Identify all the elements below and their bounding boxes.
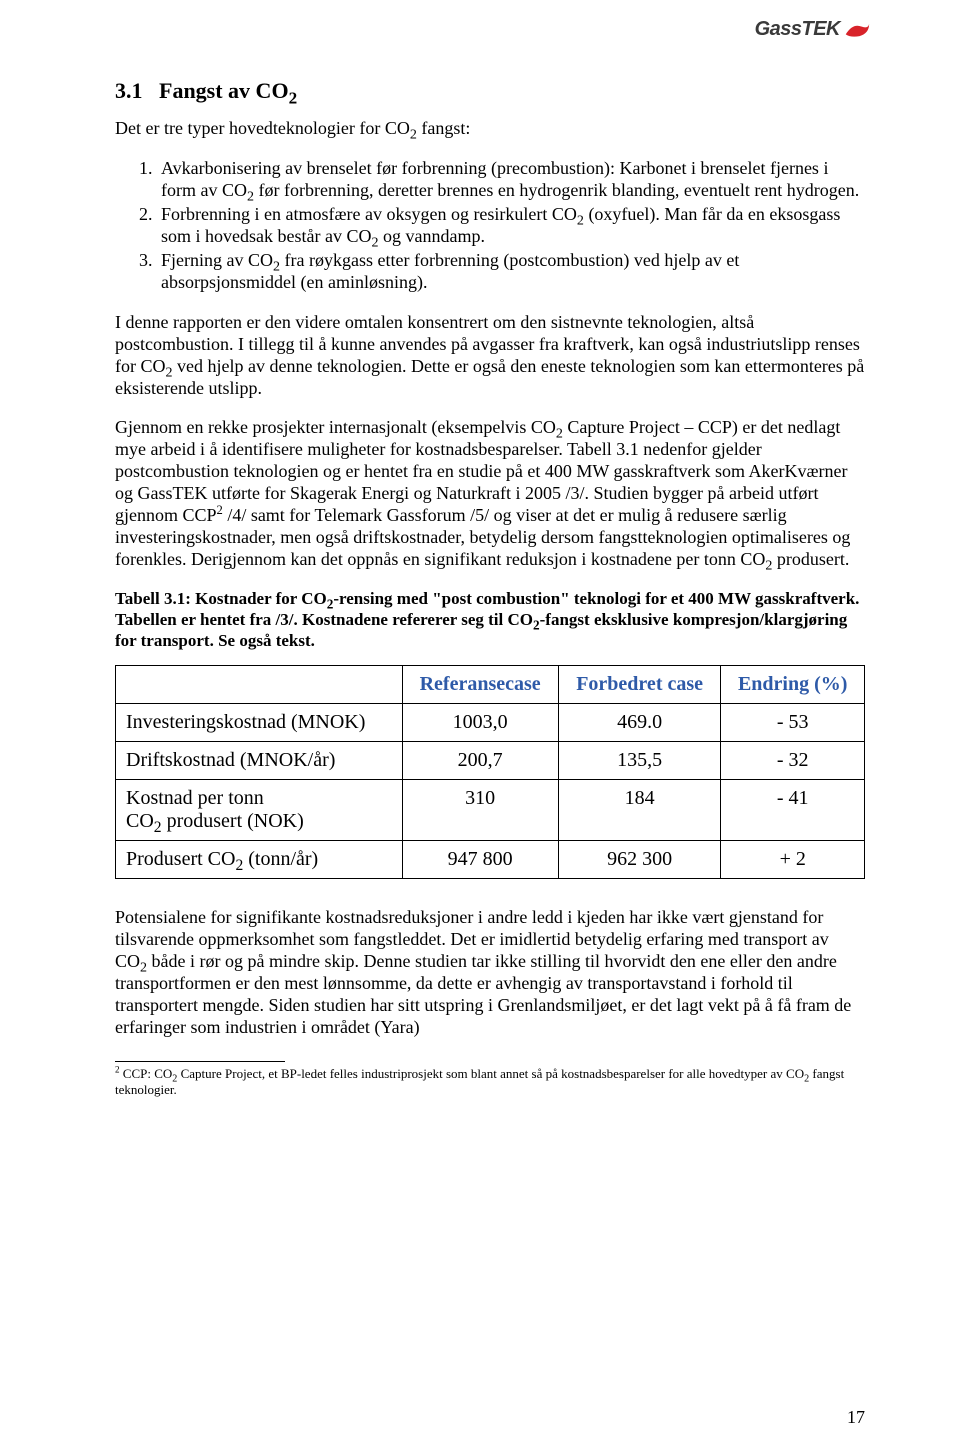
table-row: Investeringskostnad (MNOK) 1003,0 469.0 … <box>116 704 865 742</box>
table-cell: - 32 <box>721 742 865 780</box>
table-cell: 184 <box>558 780 721 841</box>
table-cell: + 2 <box>721 841 865 879</box>
list-item: Forbrenning i en atmosfære av oksygen og… <box>157 204 865 248</box>
table-cell: 310 <box>402 780 558 841</box>
body-paragraph: Potensialene for signifikante kostnadsre… <box>115 907 865 1039</box>
table-row: Driftskostnad (MNOK/år) 200,7 135,5 - 32 <box>116 742 865 780</box>
technology-list: Avkarbonisering av brenselet før forbren… <box>115 158 865 294</box>
table-header: Referansecase <box>402 666 558 704</box>
table-cell: - 53 <box>721 704 865 742</box>
section-heading: 3.1 Fangst av CO2 <box>115 78 865 104</box>
table-cell: 1003,0 <box>402 704 558 742</box>
body-paragraph: I denne rapporten er den videre omtalen … <box>115 312 865 400</box>
row-label: Produsert CO2 (tonn/år) <box>116 841 403 879</box>
table-row: Kostnad per tonn CO2 produsert (NOK) 310… <box>116 780 865 841</box>
list-item: Avkarbonisering av brenselet før forbren… <box>157 158 865 202</box>
table-header-row: Referansecase Forbedret case Endring (%) <box>116 666 865 704</box>
table-cell: 962 300 <box>558 841 721 879</box>
row-label: Driftskostnad (MNOK/år) <box>116 742 403 780</box>
table-cell: 135,5 <box>558 742 721 780</box>
row-label: Investeringskostnad (MNOK) <box>116 704 403 742</box>
document-page: GassTEK 3.1 Fangst av CO2 Det er tre typ… <box>0 0 960 1450</box>
flame-icon <box>844 21 870 39</box>
table-cell: - 41 <box>721 780 865 841</box>
page-number: 17 <box>847 1407 865 1428</box>
table-header: Endring (%) <box>721 666 865 704</box>
brand-logo-text: GassTEK <box>755 18 840 41</box>
cost-table: Referansecase Forbedret case Endring (%)… <box>115 665 865 879</box>
table-header: Forbedret case <box>558 666 721 704</box>
table-header-empty <box>116 666 403 704</box>
list-item: Fjerning av CO2 fra røykgass etter forbr… <box>157 250 865 294</box>
body-paragraph: Gjennom en rekke prosjekter internasjona… <box>115 417 865 571</box>
row-label: Kostnad per tonn CO2 produsert (NOK) <box>116 780 403 841</box>
table-cell: 200,7 <box>402 742 558 780</box>
table-cell: 947 800 <box>402 841 558 879</box>
footnote: 2 CCP: CO2 Capture Project, et BP-ledet … <box>115 1066 865 1099</box>
footnote-divider <box>115 1061 285 1062</box>
table-row: Produsert CO2 (tonn/år) 947 800 962 300 … <box>116 841 865 879</box>
table-caption: Tabell 3.1: Kostnader for CO2-rensing me… <box>115 589 865 651</box>
table-cell: 469.0 <box>558 704 721 742</box>
brand-logo: GassTEK <box>755 18 870 41</box>
intro-paragraph: Det er tre typer hovedteknologier for CO… <box>115 118 865 140</box>
